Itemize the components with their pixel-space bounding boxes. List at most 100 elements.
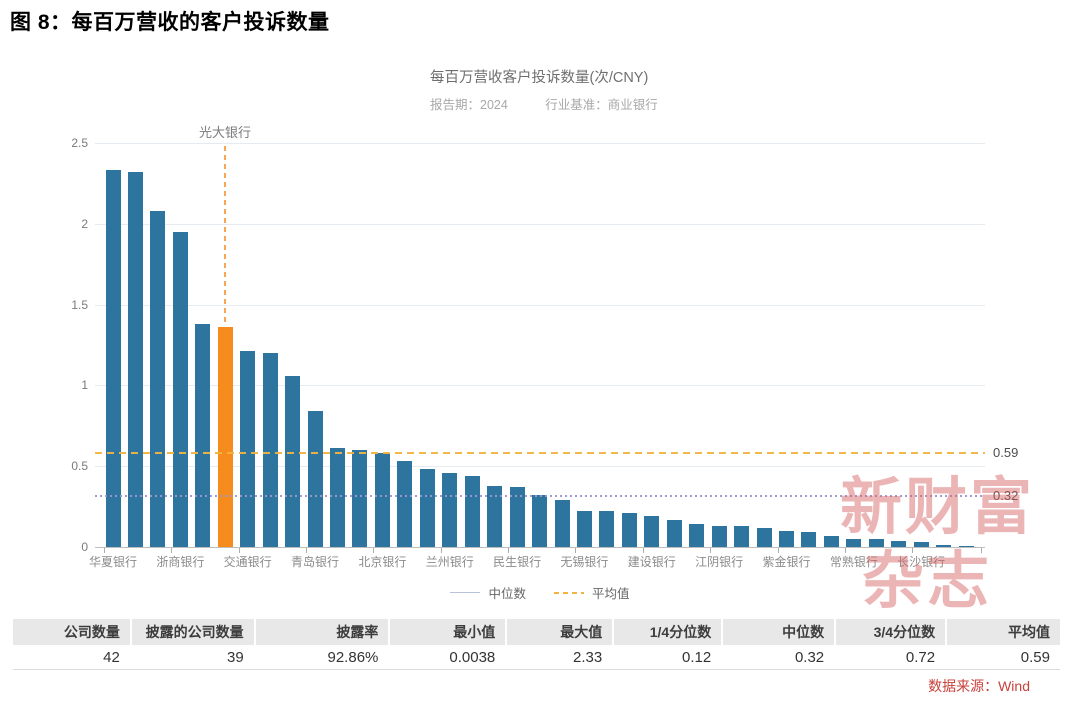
bar-highlight	[217, 327, 233, 547]
y-tick-label: 0	[81, 540, 88, 554]
bar	[734, 526, 750, 547]
stats-header-cell: 披露率	[255, 619, 389, 645]
y-tick-label: 1	[81, 378, 88, 393]
bar	[330, 448, 345, 547]
stats-header-cell: 中位数	[723, 619, 835, 645]
stats-table-header-row: 公司数量 披露的公司数量 披露率 最小值 最大值 1/4分位数 中位数 3/4分位数 平均值	[13, 619, 1060, 645]
mean-reference-line	[95, 451, 985, 454]
report-period-label: 报告期：2024	[430, 98, 508, 112]
bar	[711, 526, 727, 547]
stats-value-cell: 39	[131, 646, 254, 669]
y-tick-label: 2	[81, 216, 88, 231]
y-tick-label: 1.5	[71, 297, 88, 312]
stats-value-cell: 0.72	[836, 646, 946, 669]
x-tick-label: 华夏银行	[88, 555, 137, 569]
stats-value-cell: 0.12	[614, 646, 722, 669]
x-tick	[238, 548, 240, 553]
bar	[105, 170, 121, 547]
x-tick-label: 长沙银行	[897, 555, 946, 569]
gridline	[95, 466, 985, 468]
x-tick	[306, 548, 308, 553]
bar	[374, 453, 390, 547]
gridline	[95, 223, 985, 225]
bar	[599, 511, 615, 547]
x-tick-label: 无锡银行	[560, 555, 609, 569]
x-tick	[104, 548, 105, 553]
stats-header-cell: 3/4分位数	[836, 619, 946, 645]
x-tick	[171, 548, 173, 553]
bar	[801, 532, 817, 547]
bar	[307, 411, 323, 547]
page-title: 图 8：每百万营收的客户投诉数量	[10, 11, 330, 34]
x-tick	[710, 548, 712, 553]
bar	[576, 511, 592, 547]
bar	[913, 542, 929, 547]
stats-value-cell: 2.33	[507, 646, 613, 669]
gridline	[95, 143, 985, 144]
bar	[240, 351, 256, 547]
stats-header-cell: 1/4分位数	[614, 619, 722, 645]
x-tick-label: 江阴银行	[695, 555, 744, 569]
highlight-annotation-label: 光大银行	[198, 125, 252, 140]
stats-header-cell: 公司数量	[13, 619, 130, 645]
x-tick	[508, 548, 510, 553]
plot-area: 华夏银行 浙商银行 交通银行 青岛银行 北京银行 兰州银行 民生银行 无锡银行 建设银行 江阴银行…	[89, 143, 1018, 569]
bar	[509, 487, 525, 547]
bar	[756, 527, 772, 547]
legend-median-label: 中位数	[488, 587, 526, 601]
industry-benchmark-label: 行业基准：商业银行	[545, 98, 658, 112]
bar	[779, 530, 794, 547]
bar	[487, 485, 503, 547]
x-tick	[981, 548, 982, 553]
chart-title: 每百万营收客户投诉数量(次/CNY)	[430, 70, 649, 86]
bar	[172, 231, 188, 547]
bar	[419, 469, 435, 547]
stats-header-cell: 最小值	[390, 619, 506, 645]
legend-item-median: 中位数	[450, 583, 526, 602]
x-tick	[575, 548, 577, 553]
x-tick	[844, 548, 846, 553]
legend: 中位数 平均值	[95, 583, 985, 602]
watermark-line2: 杂志	[862, 544, 993, 617]
x-tick-label: 青岛银行	[291, 555, 340, 569]
x-tick-label: 北京银行	[358, 555, 407, 569]
stats-value-cell: 92.86%	[255, 646, 389, 669]
bar	[666, 519, 682, 547]
bar	[352, 450, 368, 547]
x-tick-label: 浙商银行	[156, 555, 205, 569]
x-axis-line	[95, 547, 985, 548]
stats-header-cell: 披露的公司数量	[131, 619, 254, 645]
bar	[689, 524, 705, 547]
x-tick	[642, 548, 644, 553]
bar	[464, 475, 480, 547]
stats-header-cell: 平均值	[947, 619, 1060, 645]
mean-line-sample-icon	[554, 591, 584, 594]
x-tick-label: 兰州银行	[425, 555, 474, 569]
stats-value-cell: 42	[13, 646, 130, 669]
stats-value-cell: 0.0038	[390, 646, 506, 669]
stats-value-cell: 0.32	[723, 646, 835, 669]
stats-header-cell: 最大值	[507, 619, 613, 645]
legend-mean-label: 平均值	[592, 587, 630, 601]
bar	[621, 513, 637, 547]
bar	[397, 461, 413, 547]
bar	[127, 172, 143, 547]
x-tick-label: 紫金银行	[762, 555, 811, 569]
x-tick	[912, 548, 914, 553]
y-tick-label: 0.5	[71, 459, 88, 474]
x-tick	[373, 548, 375, 553]
x-tick	[777, 548, 779, 553]
highlight-annotation-line	[224, 146, 227, 327]
bar	[846, 538, 862, 547]
data-source: 数据来源：Wind	[928, 678, 1030, 694]
bar	[891, 540, 907, 547]
watermark-line1: 新财富	[840, 470, 1036, 543]
chart-subtitle: 报告期：2024 行业基准：商业银行	[430, 94, 692, 113]
stats-table: 公司数量 披露的公司数量 披露率 最小值 最大值 1/4分位数 中位数 3/4分位数 平均值 4…	[13, 619, 1060, 670]
bar	[936, 545, 952, 547]
bar	[285, 375, 301, 547]
median-reference-line	[95, 495, 985, 498]
mean-value-label: 0.59	[993, 444, 1019, 460]
median-value-label: 0.32	[993, 488, 1019, 504]
